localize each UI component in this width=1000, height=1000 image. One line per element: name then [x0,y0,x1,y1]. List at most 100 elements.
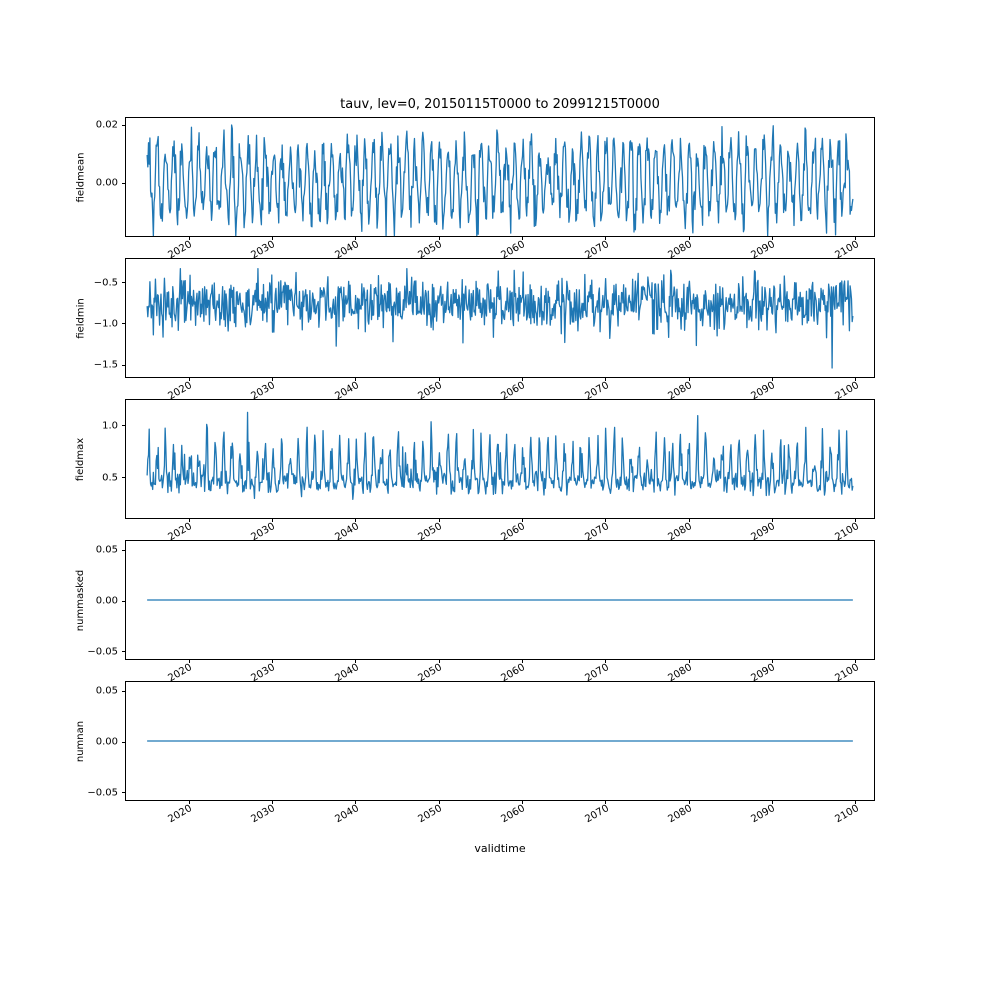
x-tick-mark [688,659,690,663]
y-axis-label-fieldmin: fieldmin [74,259,88,377]
y-tick-mark [122,124,126,126]
x-tick-mark [605,659,607,663]
plot-area-fieldmin [146,268,854,369]
x-tick-mark [771,236,773,240]
x-tick-label: 2060 [499,803,528,826]
x-tick-mark [355,518,357,522]
x-tick-label: 2080 [666,803,694,826]
x-tick-mark [855,236,857,240]
subplot-fieldmax: fieldmax 1.0 0.5 2020 2030 2040 2050 2060 2070 20… [76,399,875,543]
x-tick-label: 2100 [833,803,861,826]
x-tick-label: 2020 [166,803,194,826]
x-tick-mark [355,800,357,804]
x-tick-mark [438,659,440,663]
x-tick-mark [271,377,273,381]
x-tick-mark [521,659,523,663]
x-tick-mark [521,236,523,240]
y-tick-label: 0.5 [102,472,118,484]
x-tick-mark [438,518,440,522]
y-tick-mark [122,651,126,653]
x-tick-mark [521,800,523,804]
x-axis-label: validtime [474,842,526,855]
x-tick-label: 2030 [249,803,278,826]
x-tick-mark [771,518,773,522]
x-tick-mark [855,377,857,381]
y-tick-label: −1.0 [93,318,118,330]
x-tick-mark [521,377,523,381]
y-tick-mark [122,549,126,551]
series-line-fieldmin [146,268,854,369]
x-tick-mark [605,800,607,804]
x-tick-mark [521,518,523,522]
y-axis-label-text: fieldmean [75,152,87,202]
y-tick-mark [122,741,126,743]
y-axis-label-text: fieldmax [75,437,87,481]
y-tick-label: −0.5 [93,277,118,289]
x-tick-label: 2050 [416,803,444,826]
x-tick-mark [188,377,190,381]
y-tick-mark [122,323,126,325]
plot-area-numnan [147,740,853,742]
x-tick-mark [188,236,190,240]
y-axis-label-text: nummasked [75,569,87,631]
x-tick-mark [438,377,440,381]
y-tick-label: −0.05 [87,787,118,799]
y-tick-mark [122,282,126,284]
plot-area-fieldmean [146,124,854,236]
y-axis-label-fieldmax: fieldmax [74,400,88,518]
x-tick-mark [605,518,607,522]
y-tick-mark [122,477,126,479]
x-tick-mark [355,377,357,381]
y-tick-label: 0.00 [95,177,118,189]
y-tick-label: 0.00 [95,736,118,748]
y-tick-label: 0.05 [95,685,118,697]
x-tick-mark [188,800,190,804]
x-tick-mark [688,800,690,804]
x-tick-mark [438,800,440,804]
y-axis-label-numnan: numnan [74,682,88,800]
y-tick-label: 0.02 [95,119,118,131]
x-tick-mark [271,659,273,663]
x-tick-mark [855,518,857,522]
x-tick-mark [688,518,690,522]
x-tick-mark [271,236,273,240]
subplot-nummasked: nummasked 0.05 0.00 −0.05 2020 2030 2040 2050 20… [76,540,875,684]
y-tick-label: 1.0 [102,420,118,432]
y-tick-label: 0.05 [95,544,118,556]
y-tick-mark [122,425,126,427]
x-tick-mark [188,659,190,663]
x-tick-mark [271,518,273,522]
subplot-fieldmin: fieldmin −0.5 −1.0 −1.5 2020 2030 2040 2050 2060… [76,258,875,402]
chart-title: tauv, lev=0, 20150115T0000 to 20991215T0… [340,97,660,112]
series-line-fieldmean [146,124,854,236]
y-axis-label-nummasked: nummasked [74,541,88,659]
x-tick-mark [771,377,773,381]
y-tick-label: 0.00 [95,595,118,607]
x-tick-mark [855,800,857,804]
y-tick-label: −0.05 [87,646,118,658]
x-tick-mark [355,659,357,663]
x-tick-mark [688,236,690,240]
y-tick-mark [122,690,126,692]
x-tick-mark [188,518,190,522]
y-axis-label-text: fieldmin [75,297,87,339]
x-tick-mark [855,659,857,663]
x-tick-mark [605,236,607,240]
subplot-fieldmean: fieldmean 0.02 0.00 2020 2030 2040 2050 2060 207… [76,117,875,261]
x-tick-label: 2040 [333,803,361,826]
x-tick-mark [605,377,607,381]
y-tick-label: −1.5 [93,359,118,371]
x-tick-mark [271,800,273,804]
plot-area-fieldmax [146,411,854,501]
y-tick-mark [122,364,126,366]
y-tick-mark [122,182,126,184]
y-axis-label-fieldmean: fieldmean [74,118,88,236]
x-tick-label: 2090 [749,803,778,826]
subplot-numnan: numnan 0.05 0.00 −0.05 2020 2030 2040 2050 2060 2… [76,681,875,825]
y-axis-label-text: numnan [75,720,87,762]
series-line-fieldmax [146,411,854,501]
x-tick-mark [688,377,690,381]
x-tick-label: 2070 [583,803,611,826]
x-tick-mark [771,659,773,663]
